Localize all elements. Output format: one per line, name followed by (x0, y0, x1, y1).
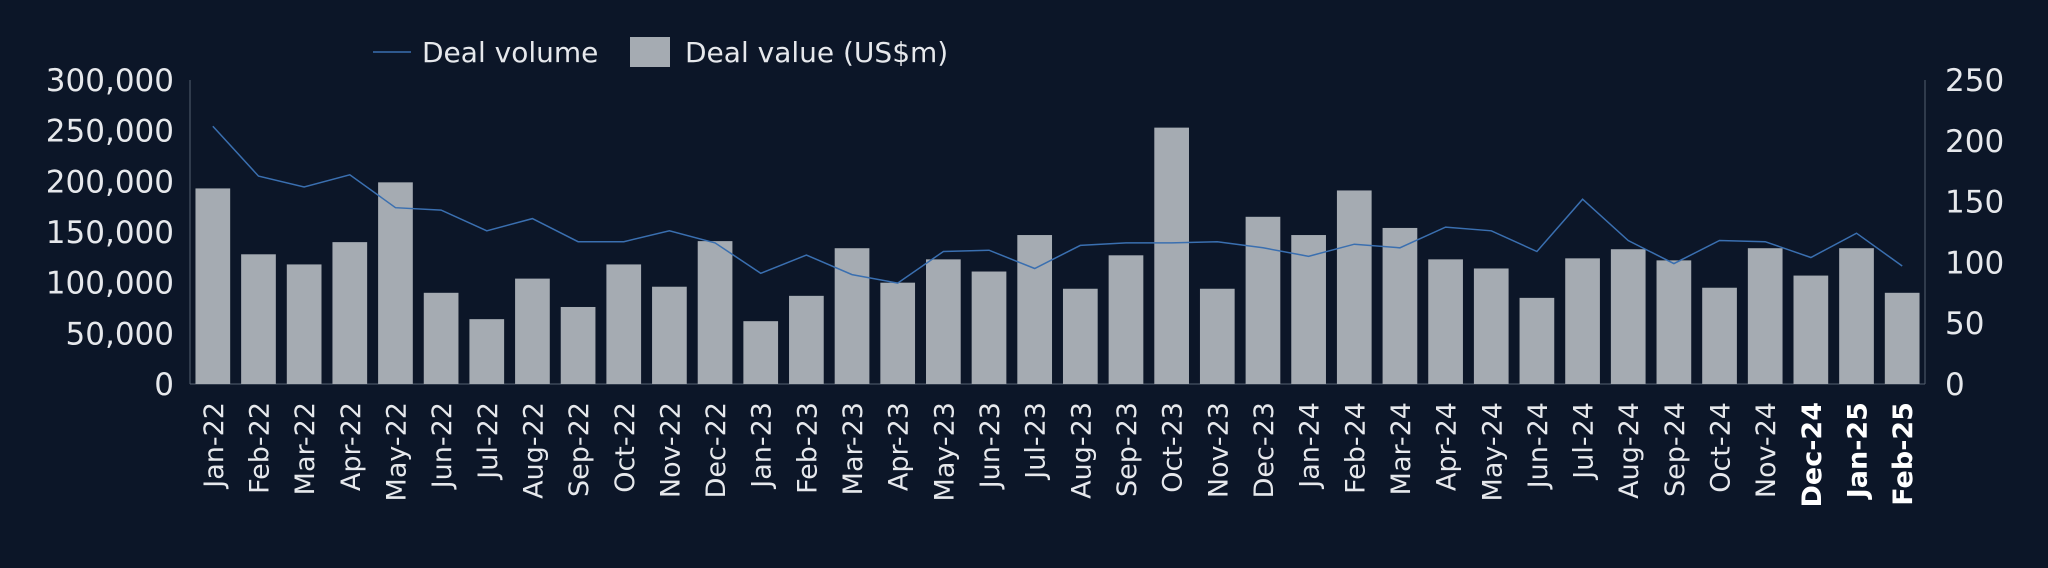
bar (1839, 248, 1874, 384)
legend-label-deal-value: Deal value (US$m) (685, 36, 948, 69)
x-tick-label: Dec-22 (701, 402, 732, 498)
bar (469, 319, 505, 384)
x-tick-label: Jul-22 (473, 402, 504, 481)
x-tick-label: Sep-24 (1660, 402, 1691, 497)
x-tick-label: Jun-22 (427, 402, 458, 490)
bar (1428, 259, 1463, 384)
x-tick-label: Nov-24 (1751, 402, 1782, 498)
bar (834, 248, 870, 384)
bar (697, 241, 733, 384)
y-left-tick-label: 50,000 (66, 316, 174, 352)
bar (515, 278, 550, 384)
x-tick-label: May-23 (929, 402, 960, 501)
y-left-tick-label: 250,000 (46, 114, 174, 150)
bar (378, 182, 413, 384)
bar (241, 254, 276, 384)
x-tick-label: Jul-24 (1569, 402, 1600, 481)
line-series (212, 125, 1903, 284)
bar (1108, 255, 1144, 384)
x-tick-label: Mar-23 (838, 402, 869, 495)
x-tick-label: Jul-23 (1021, 402, 1052, 481)
x-tick-label: Dec-24 (1797, 402, 1828, 508)
x-tick-label: Sep-23 (1112, 402, 1143, 497)
x-tick-label: Mar-22 (290, 402, 321, 495)
y-left-tick-label: 300,000 (46, 63, 174, 99)
x-tick-label: Aug-24 (1614, 402, 1645, 499)
x-tick-label: Jan-25 (1843, 402, 1874, 500)
x-tick-label: Feb-24 (1340, 402, 1371, 494)
bar (971, 271, 1007, 384)
legend-label-deal-volume: Deal volume (422, 36, 598, 69)
bar (423, 292, 459, 384)
bar (1336, 190, 1372, 384)
bar (1154, 127, 1189, 385)
x-tick-label: Oct-23 (1158, 402, 1189, 493)
y-right-tick-label: 0 (1945, 367, 1965, 403)
legend: Deal volume Deal value (US$m) (373, 36, 948, 69)
y-right-tick-label: 250 (1945, 63, 2004, 99)
bar (1793, 275, 1829, 384)
x-tick-label: Nov-22 (655, 402, 686, 498)
x-tick-label: Jan-24 (1295, 402, 1326, 490)
x-tick-label: Feb-22 (244, 402, 275, 494)
x-tick-label: Feb-25 (1888, 402, 1919, 506)
bar (1291, 235, 1326, 384)
x-tick-label: Jun-23 (975, 402, 1006, 490)
x-tick-label: Mar-24 (1386, 402, 1417, 495)
bar (743, 321, 779, 384)
bar (1884, 292, 1920, 384)
x-tick-label: Aug-22 (518, 402, 549, 499)
bar (1610, 249, 1646, 384)
x-tick-label: Sep-22 (564, 402, 595, 497)
x-tick-label: Dec-23 (1249, 402, 1280, 498)
bar (560, 306, 596, 384)
bar (332, 242, 368, 384)
bar (1062, 288, 1098, 384)
axes: 0 50,000 100,000 150,000 200,000 250,000 300,0… (46, 63, 2004, 403)
y-right-tick-label: 100 (1945, 245, 2004, 281)
bar (1747, 248, 1783, 384)
bar (1017, 235, 1053, 384)
bar (789, 295, 824, 384)
y-right-tick-label: 150 (1945, 185, 2004, 221)
x-tick-label: Nov-23 (1203, 402, 1234, 498)
y-left-tick-label: 0 (154, 367, 174, 403)
bar (1565, 258, 1600, 384)
y-left-tick-label: 200,000 (46, 164, 174, 200)
bar-series (195, 127, 1920, 385)
x-tick-label: Jan-22 (199, 402, 230, 490)
bar (652, 286, 687, 384)
bar (880, 282, 916, 384)
x-tick-label: Oct-24 (1706, 402, 1737, 493)
x-tick-label: Apr-24 (1432, 402, 1463, 491)
x-tick-label: Jun-24 (1523, 402, 1554, 490)
x-tick-label: Feb-23 (792, 402, 823, 494)
bar (1656, 260, 1692, 384)
bar (195, 188, 231, 384)
x-tick-label: Jan-23 (747, 402, 778, 490)
bar (926, 259, 961, 384)
x-tick-label: May-22 (381, 402, 412, 501)
y-left-tick-label: 100,000 (46, 266, 174, 302)
x-tick-label: Apr-23 (884, 402, 915, 491)
bar (1473, 268, 1509, 384)
bar (606, 264, 642, 384)
x-tick-label: Apr-22 (336, 402, 367, 491)
x-tick-label: Oct-22 (610, 402, 641, 493)
x-axis-ticks: Jan-22 Feb-22 Mar-22 Apr-22 May-22 Jun-22 Jul-… (199, 402, 1919, 508)
bar (1245, 216, 1281, 384)
legend-bar-swatch (630, 37, 670, 67)
x-tick-label: Aug-23 (1066, 402, 1097, 499)
bar (1199, 288, 1235, 384)
bar (286, 264, 322, 384)
y-right-tick-label: 50 (1945, 306, 1984, 342)
y-right-tick-label: 200 (1945, 124, 2004, 160)
deal-volume-line (212, 125, 1903, 284)
bar (1382, 227, 1418, 384)
bar (1519, 297, 1555, 384)
y-left-tick-label: 150,000 (46, 215, 174, 251)
x-tick-label: May-24 (1477, 402, 1508, 501)
bar (1702, 287, 1737, 384)
